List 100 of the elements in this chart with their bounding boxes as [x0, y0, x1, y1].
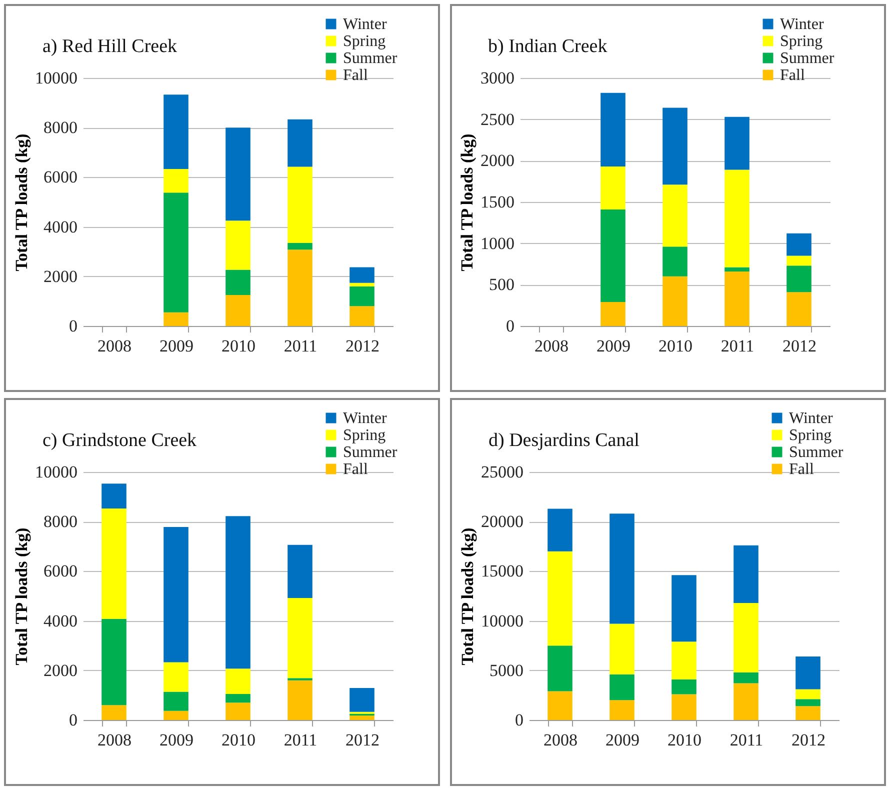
bar	[164, 692, 188, 711]
bar	[786, 233, 812, 256]
bar	[672, 575, 696, 642]
y-tick-label: 0	[506, 316, 514, 336]
legend-label: Summer	[343, 50, 398, 67]
x-tick-label: 2009	[160, 336, 194, 356]
bar	[786, 256, 812, 266]
y-tick-label: 2000	[44, 660, 78, 680]
y-tick-label: 500	[489, 275, 514, 294]
bar	[734, 683, 758, 720]
bar	[548, 646, 572, 692]
bar	[350, 716, 374, 720]
legend-label: Spring	[343, 33, 386, 50]
legend-label: Spring	[343, 427, 386, 444]
x-tick-label: 2010	[222, 730, 256, 750]
bar	[102, 508, 126, 619]
bar	[672, 679, 696, 694]
y-tick-label: 8000	[44, 118, 78, 138]
legend-label: Fall	[343, 461, 368, 478]
legend-label: Winter	[780, 16, 824, 33]
chart-title: c) Grindstone Creek	[42, 430, 198, 451]
x-tick-label: 2011	[284, 336, 318, 356]
bar	[610, 514, 634, 624]
bar	[350, 688, 374, 712]
x-tick-label: 2009	[596, 336, 630, 356]
bar	[288, 119, 312, 167]
bar	[786, 292, 812, 326]
bar	[164, 169, 188, 193]
bar	[734, 545, 758, 603]
y-tick-label: 15000	[481, 562, 524, 581]
bar	[662, 276, 688, 326]
x-tick-label: 2011	[730, 730, 764, 750]
y-tick-label: 5000	[490, 660, 524, 680]
bar	[600, 92, 626, 166]
y-axis-title: Total TP loads (kg)	[12, 134, 31, 272]
bar	[610, 674, 634, 700]
bar	[102, 618, 126, 706]
y-tick-label: 4000	[44, 611, 78, 630]
bar	[288, 242, 312, 250]
chart-title: d) Desjardins Canal	[488, 430, 640, 451]
bar	[662, 246, 688, 276]
x-tick-label: 2010	[222, 336, 256, 356]
x-tick-label: 2008	[98, 336, 132, 356]
bar	[662, 108, 688, 185]
bar	[164, 312, 188, 326]
x-tick-label: 2008	[534, 336, 568, 356]
y-tick-label: 1500	[480, 192, 514, 212]
legend-label: Fall	[780, 67, 806, 84]
x-tick-label: 2010	[658, 336, 692, 356]
bar	[724, 267, 750, 272]
bar	[164, 662, 188, 692]
x-tick-label: 2009	[160, 730, 194, 750]
y-tick-label: 20000	[481, 512, 524, 532]
legend-label: Spring	[780, 33, 823, 50]
bar	[288, 680, 312, 720]
x-tick-label: 2009	[606, 730, 640, 750]
y-tick-label: 3000	[480, 68, 514, 88]
legend-label: Summer	[780, 50, 835, 67]
y-tick-label: 0	[515, 710, 524, 730]
legend-label: Winter	[343, 16, 388, 33]
y-tick-label: 25000	[481, 462, 524, 482]
x-tick-label: 2012	[346, 336, 380, 356]
chart-title: b) Indian Creek	[488, 36, 608, 57]
bar	[164, 527, 188, 662]
bar	[600, 209, 626, 302]
bar	[548, 551, 572, 646]
legend-label: Fall	[789, 461, 814, 478]
bar	[724, 271, 750, 326]
bar	[288, 250, 312, 326]
bar	[796, 706, 820, 720]
bar	[288, 598, 312, 678]
y-tick-label: 2000	[480, 151, 514, 170]
bar	[548, 508, 572, 552]
y-tick-label: 2500	[480, 110, 514, 129]
bar	[226, 702, 250, 720]
bar	[226, 516, 250, 669]
bar	[610, 700, 634, 720]
bar	[724, 170, 750, 268]
legend-label: Spring	[789, 427, 832, 444]
bar	[600, 166, 626, 210]
bar	[672, 694, 696, 720]
bar	[102, 484, 126, 508]
chart-title: a) Red Hill Creek	[42, 36, 178, 57]
y-tick-label: 10000	[481, 611, 524, 630]
bar	[164, 710, 188, 720]
legend-label: Summer	[343, 444, 398, 461]
bar	[786, 266, 812, 292]
x-tick-label: 2012	[346, 730, 380, 750]
bar	[350, 286, 374, 306]
y-tick-label: 4000	[44, 217, 78, 236]
bar	[164, 192, 188, 312]
y-tick-label: 0	[69, 710, 78, 730]
bar	[796, 699, 820, 706]
x-tick-label: 2012	[792, 730, 826, 750]
bar	[350, 267, 374, 283]
bar	[724, 116, 750, 170]
bar	[548, 691, 572, 720]
x-tick-label: 2008	[98, 730, 132, 750]
y-axis-title: Total TP loads (kg)	[12, 528, 31, 666]
y-tick-label: 10000	[35, 462, 78, 482]
